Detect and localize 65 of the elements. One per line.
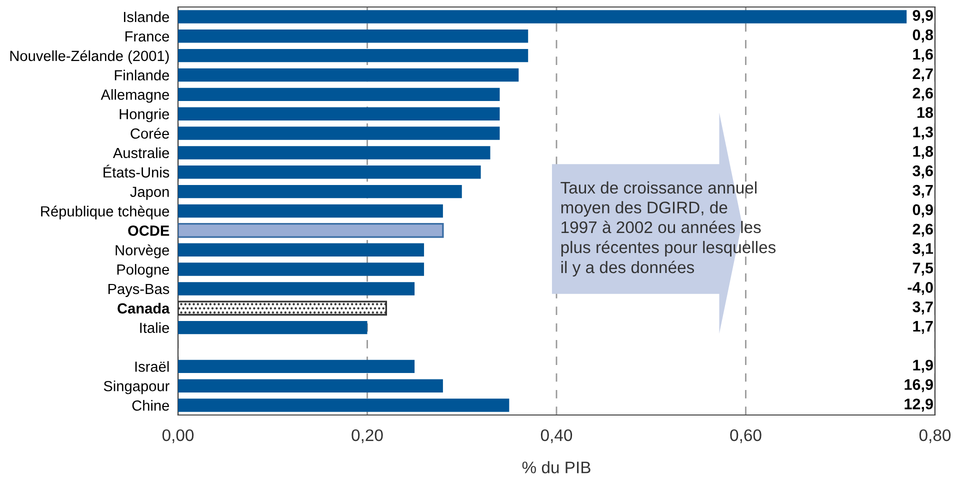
bar [178, 107, 500, 120]
annotation: -4,0 [908, 282, 933, 296]
annotation: 12,9 [904, 398, 933, 412]
bar [178, 320, 368, 334]
bar [178, 379, 443, 392]
bar [178, 68, 519, 82]
bar [178, 360, 415, 374]
y-tick-label: OCDE [128, 226, 170, 236]
bar [178, 204, 443, 218]
annotation: 2,6 [912, 88, 933, 101]
bar [178, 48, 528, 62]
y-tick-label: Corée [130, 128, 170, 139]
y-tick-label: États-Unis [104, 164, 170, 178]
y-tick-label: Islande [124, 11, 170, 22]
annotation: 0,9 [912, 204, 933, 218]
annotation: 7,5 [912, 262, 934, 276]
y-tick-label: France [125, 31, 170, 42]
annotation: 1,3 [913, 126, 933, 140]
annotation: 1,6 [913, 48, 933, 62]
bar [178, 30, 528, 43]
y-tick-label: Nouvelle-Zélande (2001) [10, 50, 169, 64]
y-tick-label: Finlande [114, 70, 170, 80]
y-tick-label: République tchèque [41, 206, 170, 220]
annotation: Taux de croissance annuel moyen des DGIRD, de 1997 à 2002 ou années les plus récentes pour lesquelles il y a des données [560, 181, 776, 277]
y-tick-label: Chine [132, 400, 170, 411]
bar [178, 282, 415, 296]
annotation: 3,7 [912, 301, 933, 314]
bar [178, 10, 907, 24]
x-tick-label: 0,20 [352, 429, 383, 444]
y-tick-label: Pologne [117, 264, 170, 278]
annotation: 3,6 [912, 165, 933, 178]
y-tick-label: Japon [130, 186, 169, 200]
annotation: 0,8 [912, 29, 934, 42]
x-tick-label: 0,60 [730, 429, 762, 444]
annotation: 1,8 [913, 146, 934, 160]
bar [178, 126, 500, 140]
annotation: 9,9 [912, 10, 933, 24]
y-tick-label: Singapour [104, 380, 170, 394]
y-tick-label: Hongrie [120, 108, 170, 122]
y-tick-label: Pays-Bas [108, 284, 170, 298]
annotation: 18 [917, 107, 934, 118]
annotation: 1,9 [913, 360, 933, 373]
bar [178, 243, 424, 256]
annotation: 1,7 [913, 321, 933, 334]
y-tick-label: Australie [112, 147, 170, 158]
bar [178, 146, 490, 160]
annotation: 2,6 [912, 224, 933, 237]
x-tick-label: 0,40 [540, 429, 572, 444]
y-tick-label: Canada [118, 302, 170, 314]
y-tick-label: Italie [140, 322, 170, 333]
annotation: 3,1 [912, 243, 934, 256]
x-tick-label: 0,00 [162, 429, 194, 444]
y-tick-label: Israël [135, 361, 169, 372]
bar [178, 184, 462, 198]
y-tick-label: Norvège [116, 244, 170, 258]
annotation: 3,7 [912, 184, 933, 198]
x-axis-title: % du PIB [522, 461, 590, 474]
bar [178, 166, 481, 179]
bar [178, 88, 500, 102]
x-tick-label: 0,80 [919, 429, 951, 444]
bar [178, 398, 510, 412]
annotation: 16,9 [904, 379, 933, 392]
bar [178, 262, 424, 276]
y-tick-label: Allemagne [100, 89, 170, 103]
annotation: 2,7 [912, 68, 933, 82]
